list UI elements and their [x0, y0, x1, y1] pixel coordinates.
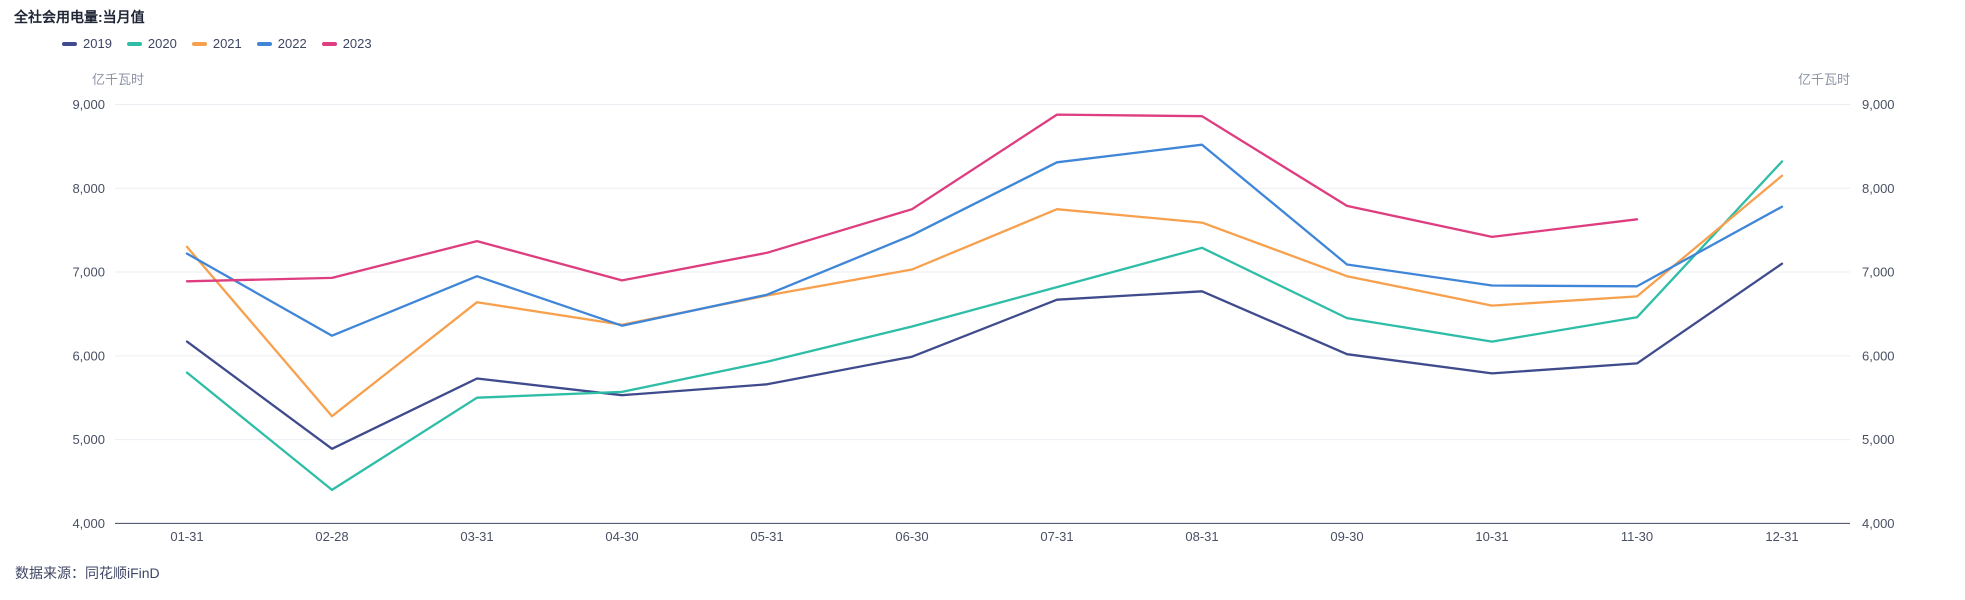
- x-tick-label: 06-30: [895, 529, 928, 544]
- series-line-2021[interactable]: [185, 174, 1784, 418]
- y-tick-label-right: 8,000: [1862, 181, 1895, 196]
- legend-item-2021[interactable]: 2021: [191, 36, 242, 51]
- legend-swatch-2023: [321, 41, 337, 46]
- legend-swatch-2021: [191, 41, 207, 46]
- x-tick-label: 02-28: [315, 529, 348, 544]
- legend-label-2023: 2023: [342, 36, 372, 51]
- x-tick-label: 08-31: [1185, 529, 1218, 544]
- x-tick-label: 12-31: [1765, 529, 1798, 544]
- series-line-2020[interactable]: [185, 160, 1784, 492]
- y-axis-unit-right: 亿千瓦时: [1797, 72, 1850, 87]
- legend-swatch-2019: [62, 41, 77, 46]
- y-tick-label-left: 9,000: [72, 97, 105, 112]
- y-tick-label-right: 9,000: [1862, 97, 1895, 112]
- x-tick-label: 07-31: [1040, 529, 1073, 544]
- y-tick-label-left: 7,000: [72, 265, 105, 280]
- legend-item-2020[interactable]: 2020: [126, 36, 177, 51]
- x-tick-label: 05-31: [750, 529, 783, 544]
- y-tick-label-left: 6,000: [72, 348, 105, 363]
- legend-item-2022[interactable]: 2022: [256, 36, 307, 51]
- series-line-2019[interactable]: [185, 262, 1784, 450]
- x-tick-label: 03-31: [460, 529, 493, 544]
- y-tick-label-left: 8,000: [72, 181, 105, 196]
- y-tick-label-left: 5,000: [72, 432, 105, 447]
- x-tick-label: 04-30: [605, 529, 638, 544]
- data-source-note: 数据来源：同花顺iFinD: [15, 565, 160, 581]
- series-line-2022[interactable]: [185, 143, 1784, 337]
- y-axis-unit-left: 亿千瓦时: [92, 72, 145, 87]
- chart-legend: 2019 2020 2021 2022 2023: [62, 36, 372, 51]
- y-tick-label-right: 4,000: [1862, 516, 1895, 531]
- x-tick-label: 11-30: [1621, 529, 1653, 544]
- legend-label-2020: 2020: [147, 36, 177, 51]
- legend-swatch-2022: [256, 41, 272, 46]
- y-tick-label-right: 5,000: [1862, 432, 1895, 447]
- chart-title: 全社会用电量:当月值: [14, 9, 145, 25]
- legend-item-2019[interactable]: 2019: [62, 36, 112, 51]
- y-tick-label-left: 4,000: [72, 516, 105, 531]
- series-line-2023[interactable]: [185, 113, 1639, 283]
- legend-swatch-2020: [126, 41, 142, 46]
- y-tick-label-right: 6,000: [1862, 348, 1895, 363]
- legend-label-2021: 2021: [212, 36, 242, 51]
- legend-item-2023[interactable]: 2023: [321, 36, 372, 51]
- legend-label-2019: 2019: [83, 36, 112, 51]
- y-tick-label-right: 7,000: [1862, 265, 1895, 280]
- legend-label-2022: 2022: [277, 36, 307, 51]
- x-tick-label: 09-30: [1330, 529, 1363, 544]
- x-tick-label: 10-31: [1475, 529, 1508, 544]
- x-tick-label: 01-31: [170, 529, 203, 544]
